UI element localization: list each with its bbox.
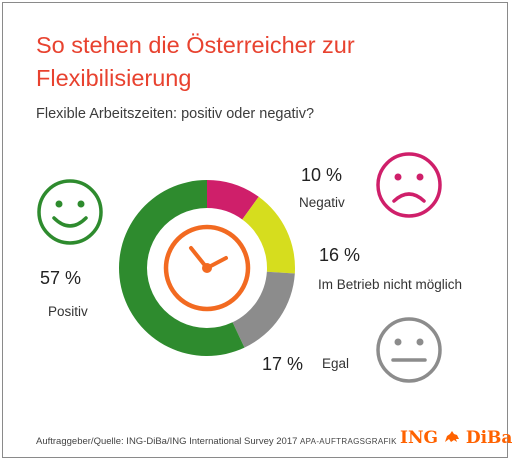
ing-diba-logo: ING DiBa (400, 428, 512, 448)
donut-slice-egal (232, 271, 295, 348)
negative-label: Negativ (299, 195, 345, 210)
donut-slice-negativ (207, 180, 259, 220)
negative-percent: 10 % (301, 165, 343, 185)
donut-chart (119, 180, 295, 356)
happy-face-icon (37, 179, 103, 245)
credit-note: APA-AUFTRAGSGRAFIK (300, 437, 397, 446)
neutral-face-icon (376, 317, 442, 383)
donut-slice-positiv (119, 180, 245, 356)
egal-percent: 17 % (262, 354, 304, 374)
sad-face-icon (376, 152, 442, 218)
logo-ing-text: ING (400, 428, 439, 448)
chart-subtitle: Flexible Arbeitszeiten: positiv oder neg… (36, 106, 315, 122)
page-title: So stehen die Österreicher zur Flexibili… (36, 32, 355, 91)
logo-diba-text: DiBa (465, 428, 512, 448)
source-note: Auftraggeber/Quelle: ING-DiBa/ING Intern… (36, 436, 298, 447)
positive-percent: 57 % (40, 268, 82, 288)
clock-icon (163, 224, 251, 312)
positive-label: Positiv (48, 304, 88, 319)
lion-icon (444, 431, 459, 442)
donut-slice-im-betrieb-nicht-möglich (242, 196, 295, 274)
not-possible-label: Im Betrieb nicht möglich (318, 277, 463, 292)
not-possible-percent: 16 % (319, 245, 361, 265)
egal-label: Egal (322, 356, 350, 371)
